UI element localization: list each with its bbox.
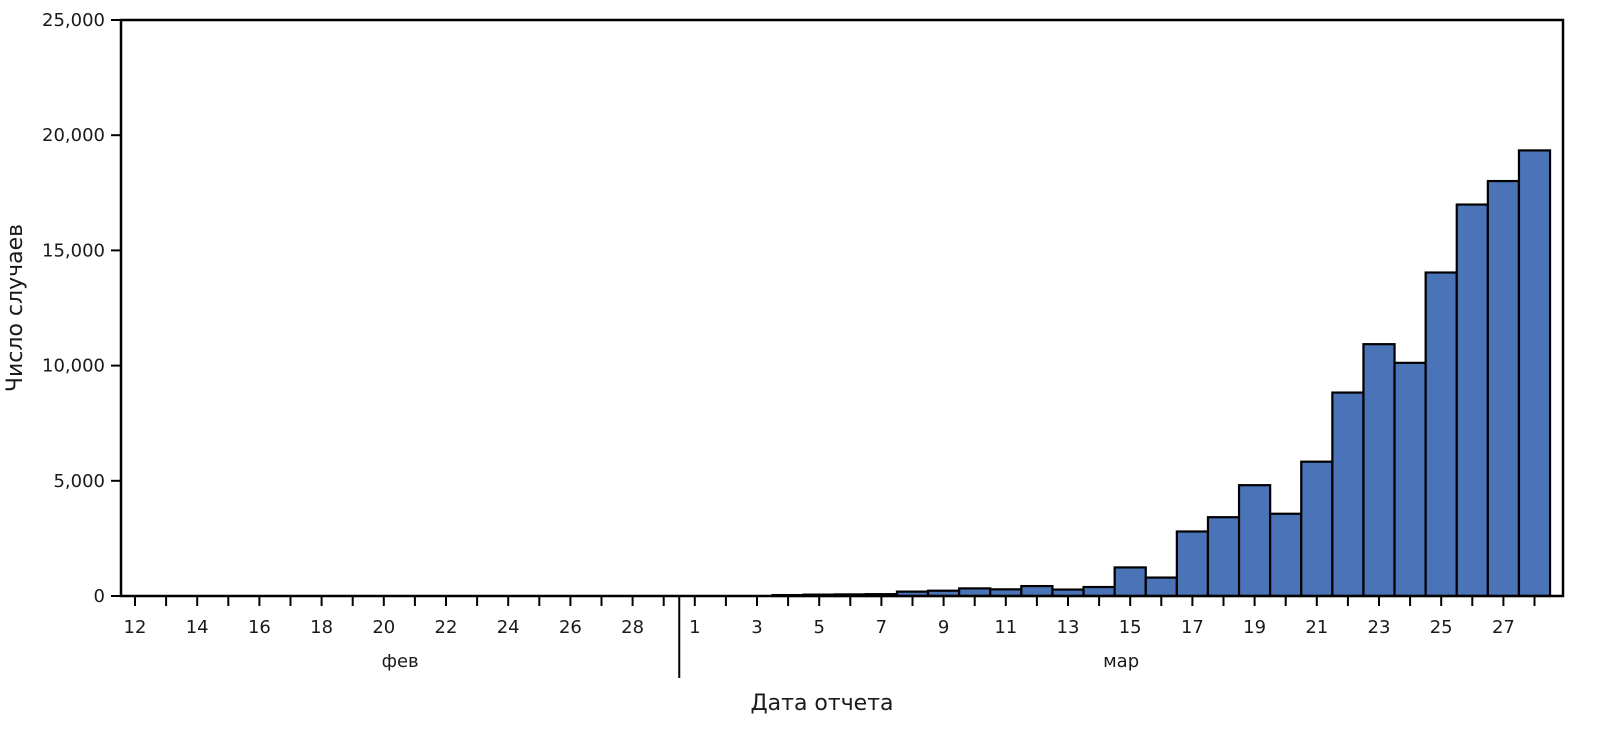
x-axis: 12 14 16 18 20 22 24 26 28 1 3 5 7 9 11 13 15 17 19 21 23 25 2…	[124, 596, 1536, 678]
y-tick-label: 15,000	[42, 240, 105, 261]
bar-2020-03-14	[1082, 585, 1116, 598]
x-tick-label: 17	[1181, 617, 1204, 638]
x-tick-label: 23	[1368, 617, 1391, 638]
x-tick-label: 13	[1057, 617, 1080, 638]
x-tick-label: 1	[689, 617, 700, 638]
x-tick-label: 14	[186, 617, 209, 638]
x-tick-label: 11	[994, 617, 1017, 638]
bar-2020-03-18	[1206, 516, 1241, 598]
x-tick-label: 3	[751, 617, 762, 638]
bar-2020-03-28	[1517, 149, 1552, 598]
y-tick-label: 5,000	[53, 471, 105, 492]
month-label: мар	[1103, 651, 1139, 672]
x-tick-label: 16	[248, 617, 271, 638]
bar-2020-03-23	[1362, 343, 1396, 598]
bar-2020-03-25	[1424, 271, 1458, 598]
y-tick-label: 25,000	[42, 10, 105, 31]
bar-2020-03-16	[1144, 576, 1178, 598]
bar-2020-03-19	[1237, 484, 1272, 598]
y-axis-title: Число случаев	[3, 224, 28, 392]
x-tick-label: 25	[1430, 617, 1453, 638]
x-tick-label: 26	[559, 617, 582, 638]
x-tick-label: 27	[1492, 617, 1515, 638]
x-tick-label: 18	[310, 617, 333, 638]
x-tick-label: 5	[813, 617, 824, 638]
y-tick-label: 0	[94, 586, 105, 607]
bar-2020-03-15	[1113, 566, 1147, 598]
bar-2020-03-12	[1020, 584, 1054, 598]
bar-2020-03-22	[1331, 391, 1365, 598]
x-tick-label: 15	[1119, 617, 1142, 638]
bar-2020-03-17	[1175, 530, 1210, 598]
x-tick-label: 12	[124, 617, 147, 638]
bar-2020-03-26	[1455, 203, 1489, 598]
bar-2020-03-27	[1486, 179, 1521, 598]
bar-2020-03-21	[1300, 460, 1334, 598]
month-label: фев	[382, 651, 419, 672]
y-axis: 0 5,000 10,000 15,000 20,000 25,000	[42, 10, 121, 607]
x-tick-label: 28	[621, 617, 644, 638]
x-tick-label: 22	[435, 617, 458, 638]
plot-frame	[119, 18, 1565, 598]
x-axis-title: Дата отчета	[750, 691, 893, 716]
x-tick-label: 21	[1305, 617, 1328, 638]
x-tick-label: 19	[1243, 617, 1266, 638]
y-tick-label: 20,000	[42, 125, 105, 146]
x-tick-label: 24	[497, 617, 520, 638]
x-tick-label: 9	[938, 617, 949, 638]
y-tick-label: 10,000	[42, 356, 105, 377]
bar-2020-03-20	[1269, 512, 1303, 598]
bar-2020-03-24	[1393, 361, 1427, 598]
x-tick-label: 7	[876, 617, 887, 638]
x-tick-label: 20	[372, 617, 395, 638]
bars-layer	[771, 149, 1552, 598]
